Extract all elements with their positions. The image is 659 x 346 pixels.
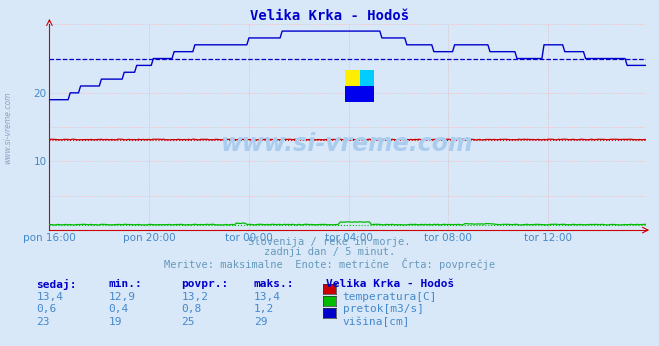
Text: pretok[m3/s]: pretok[m3/s] [343, 304, 424, 315]
Text: www.si-vreme.com: www.si-vreme.com [3, 92, 13, 164]
Text: 0,4: 0,4 [109, 304, 129, 315]
Text: višina[cm]: višina[cm] [343, 317, 410, 327]
Bar [345, 86, 374, 102]
Text: Velika Krka - Hodoš: Velika Krka - Hodoš [250, 9, 409, 22]
Bar [345, 70, 360, 102]
Text: temperatura[C]: temperatura[C] [343, 292, 437, 302]
Text: 13,4: 13,4 [254, 292, 281, 302]
Text: 13,4: 13,4 [36, 292, 63, 302]
Text: min.:: min.: [109, 279, 142, 289]
Text: www.si-vreme.com: www.si-vreme.com [221, 131, 474, 156]
Text: Meritve: maksimalne  Enote: metrične  Črta: povprečje: Meritve: maksimalne Enote: metrične Črta… [164, 258, 495, 270]
Text: 29: 29 [254, 317, 267, 327]
Text: 23: 23 [36, 317, 49, 327]
Text: sedaj:: sedaj: [36, 279, 76, 290]
Text: 0,8: 0,8 [181, 304, 202, 315]
Bar [360, 70, 374, 86]
Text: zadnji dan / 5 minut.: zadnji dan / 5 minut. [264, 247, 395, 257]
Text: povpr.:: povpr.: [181, 279, 229, 289]
Text: maks.:: maks.: [254, 279, 294, 289]
Text: 1,2: 1,2 [254, 304, 274, 315]
Text: 0,6: 0,6 [36, 304, 57, 315]
Text: Slovenija / reke in morje.: Slovenija / reke in morje. [248, 237, 411, 247]
Text: 12,9: 12,9 [109, 292, 136, 302]
Text: 19: 19 [109, 317, 122, 327]
Text: Velika Krka - Hodoš: Velika Krka - Hodoš [326, 279, 455, 289]
Text: 25: 25 [181, 317, 194, 327]
Text: 13,2: 13,2 [181, 292, 208, 302]
